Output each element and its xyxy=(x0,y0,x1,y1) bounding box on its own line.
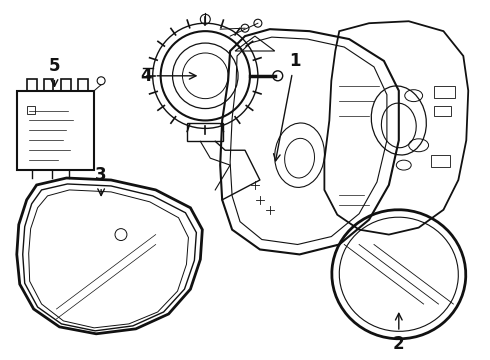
Bar xyxy=(61,79,72,91)
Text: 4: 4 xyxy=(140,67,196,85)
Text: 2: 2 xyxy=(393,313,405,353)
Bar xyxy=(78,79,88,91)
Bar xyxy=(434,105,451,116)
Bar xyxy=(26,79,37,91)
Text: 5: 5 xyxy=(49,57,60,86)
Bar xyxy=(431,155,450,167)
Text: 1: 1 xyxy=(273,52,300,161)
Bar xyxy=(26,105,35,113)
Bar xyxy=(188,123,223,141)
Bar xyxy=(434,86,455,98)
Bar xyxy=(44,79,53,91)
Text: 3: 3 xyxy=(96,166,107,195)
Bar xyxy=(17,91,94,170)
